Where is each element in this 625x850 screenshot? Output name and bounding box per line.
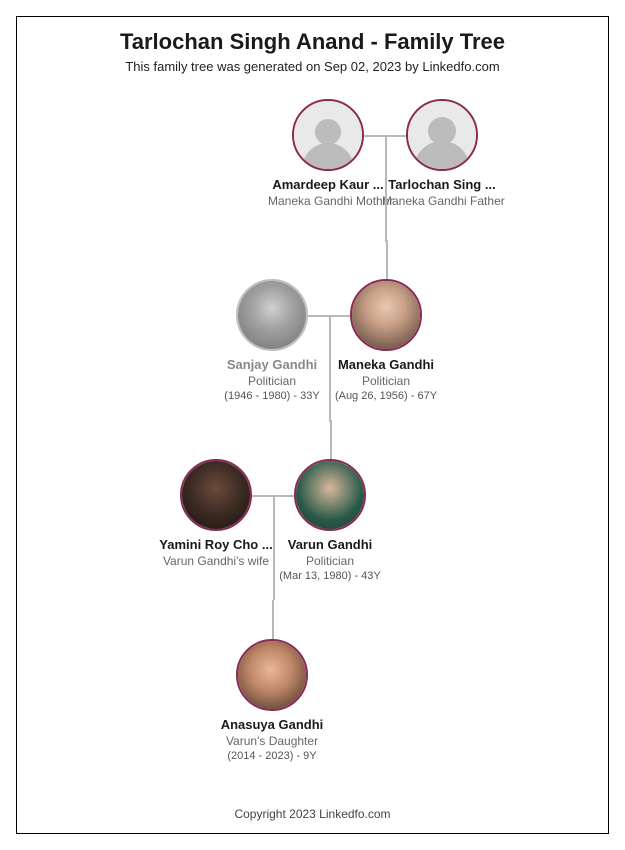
person-role: Maneka Gandhi Father bbox=[382, 194, 502, 208]
page-title: Tarlochan Singh Anand - Family Tree bbox=[17, 29, 608, 55]
copyright-text: Copyright 2023 Linkedfo.com bbox=[17, 807, 608, 821]
avatar-image bbox=[294, 101, 362, 169]
person-name: Sanjay Gandhi bbox=[212, 357, 332, 372]
document-frame: Tarlochan Singh Anand - Family Tree This… bbox=[16, 16, 609, 834]
avatar bbox=[350, 279, 422, 351]
person-name: Amardeep Kaur ... bbox=[268, 177, 388, 192]
person-role: Politician bbox=[270, 554, 390, 568]
avatar-image bbox=[296, 461, 364, 529]
avatar-image bbox=[238, 641, 306, 709]
avatar bbox=[294, 459, 366, 531]
person-dates: (Mar 13, 1980) - 43Y bbox=[270, 570, 390, 582]
person-varun: Varun Gandhi Politician (Mar 13, 1980) - 4… bbox=[270, 459, 390, 582]
avatar-image bbox=[238, 281, 306, 349]
person-name: Maneka Gandhi bbox=[326, 357, 446, 372]
connector-line bbox=[386, 240, 388, 279]
person-yamini: Yamini Roy Cho ... Varun Gandhi's wife bbox=[156, 459, 276, 568]
tree-canvas: Amardeep Kaur ...Maneka Gandhi MotherTar… bbox=[17, 74, 608, 794]
person-dates: (1946 - 1980) - 33Y bbox=[212, 390, 332, 402]
person-amardeep: Amardeep Kaur ... Maneka Gandhi Mother bbox=[268, 99, 388, 208]
person-dates: (Aug 26, 1956) - 67Y bbox=[326, 390, 446, 402]
avatar bbox=[236, 279, 308, 351]
person-dates: (2014 - 2023) - 9Y bbox=[212, 750, 332, 762]
person-role: Maneka Gandhi Mother bbox=[268, 194, 388, 208]
person-name: Yamini Roy Cho ... bbox=[156, 537, 276, 552]
avatar bbox=[236, 639, 308, 711]
avatar-image bbox=[408, 101, 476, 169]
person-role: Varun's Daughter bbox=[212, 734, 332, 748]
person-role: Varun Gandhi's wife bbox=[156, 554, 276, 568]
person-role: Politician bbox=[212, 374, 332, 388]
person-tarlochan: Tarlochan Sing ... Maneka Gandhi Father bbox=[382, 99, 502, 208]
person-name: Varun Gandhi bbox=[270, 537, 390, 552]
person-role: Politician bbox=[326, 374, 446, 388]
avatar-image bbox=[352, 281, 420, 349]
avatar bbox=[180, 459, 252, 531]
person-sanjay: Sanjay Gandhi Politician (1946 - 1980) - 3… bbox=[212, 279, 332, 402]
connector-line bbox=[330, 420, 332, 459]
avatar bbox=[406, 99, 478, 171]
person-maneka: Maneka Gandhi Politician (Aug 26, 1956) - … bbox=[326, 279, 446, 402]
person-name: Tarlochan Sing ... bbox=[382, 177, 502, 192]
connector-line bbox=[272, 600, 274, 639]
person-name: Anasuya Gandhi bbox=[212, 717, 332, 732]
page-subtitle: This family tree was generated on Sep 02… bbox=[17, 59, 608, 74]
avatar bbox=[292, 99, 364, 171]
connector-line bbox=[385, 135, 387, 240]
person-anasuya: Anasuya Gandhi Varun's Daughter (2014 - 20… bbox=[212, 639, 332, 762]
avatar-image bbox=[182, 461, 250, 529]
connector-line bbox=[329, 315, 331, 420]
connector-line bbox=[273, 495, 275, 600]
